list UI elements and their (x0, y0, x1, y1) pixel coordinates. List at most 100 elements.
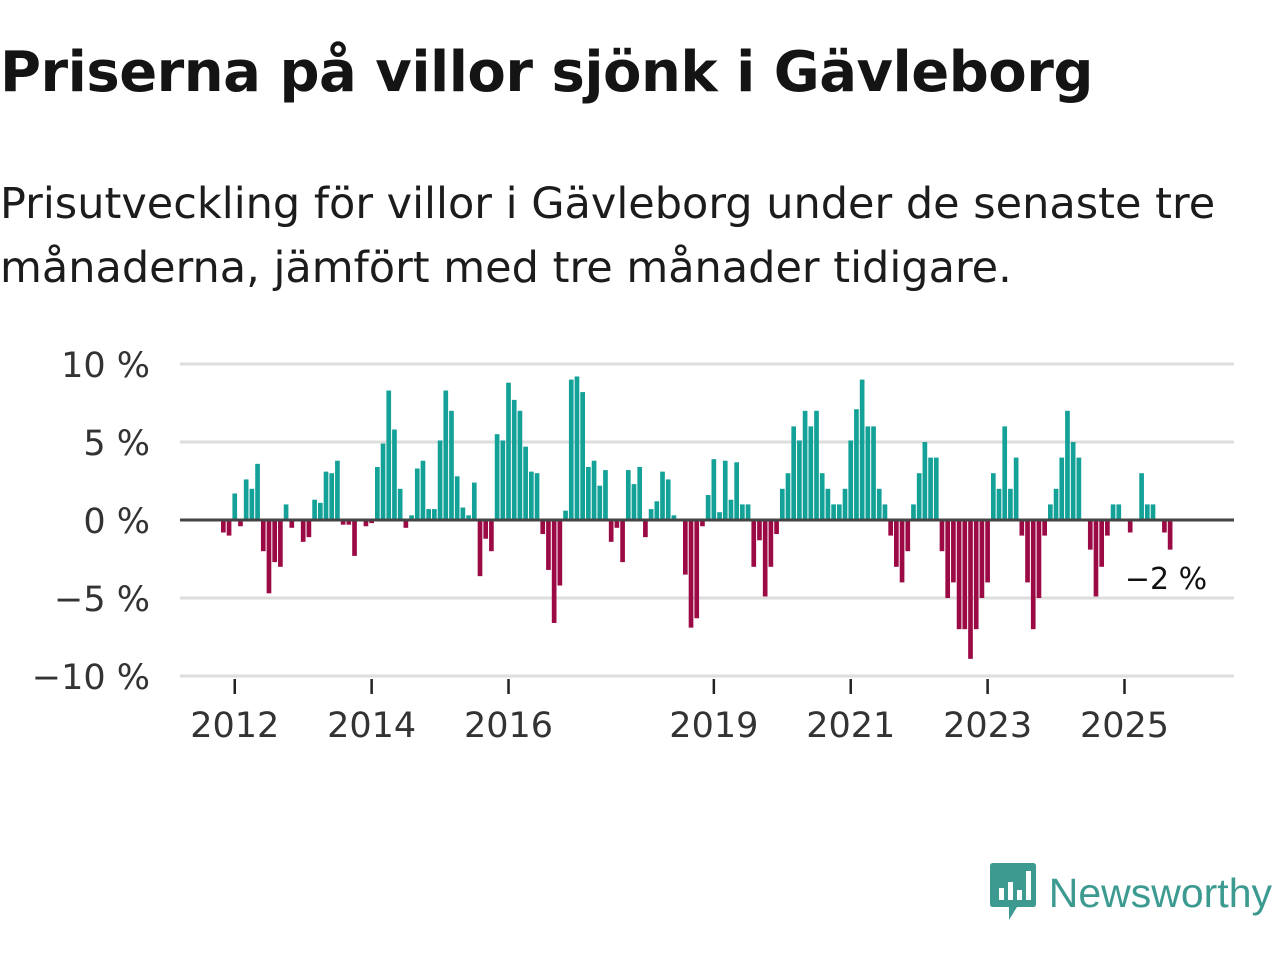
bar (306, 520, 312, 538)
bar (865, 426, 871, 520)
bar (540, 520, 546, 535)
bar (745, 504, 751, 520)
bar (506, 382, 511, 520)
bar (1099, 520, 1105, 567)
bar (933, 457, 939, 520)
bar (637, 466, 643, 520)
bar (369, 520, 374, 524)
bar (1105, 520, 1110, 536)
bar (329, 473, 335, 520)
bar (551, 520, 557, 623)
bar (1008, 488, 1013, 520)
bar (905, 520, 911, 552)
bar (528, 471, 534, 520)
bar (335, 460, 340, 520)
bar (660, 471, 665, 520)
x-tick-label: 2021 (806, 706, 895, 746)
bar (911, 504, 916, 520)
bar (226, 520, 232, 536)
bar (1144, 504, 1150, 520)
bar (414, 468, 420, 520)
bar (831, 504, 836, 520)
bar (397, 488, 403, 520)
bar (654, 501, 660, 520)
x-tick-label: 2014 (327, 706, 416, 746)
bar (1127, 520, 1133, 533)
bar (876, 488, 882, 520)
bar (797, 440, 802, 520)
bar (648, 509, 654, 520)
x-tick-label: 2025 (1080, 706, 1169, 746)
bar (272, 520, 278, 563)
bar (979, 520, 985, 598)
bar (1002, 426, 1008, 520)
bar (779, 488, 785, 520)
bar (249, 488, 255, 520)
bar (625, 470, 631, 520)
bar (871, 426, 876, 520)
bar (643, 520, 648, 538)
y-tick-label: −5 % (54, 580, 150, 620)
bar (757, 520, 762, 541)
bar (1042, 520, 1047, 536)
bar (243, 479, 249, 520)
bar (1030, 520, 1036, 630)
bar (728, 499, 734, 520)
last-value-annotation: −2 % (1125, 562, 1207, 597)
brand: Newsworthy (987, 862, 1272, 924)
chart-title: Priserna på villor sjönk i Gävleborg (0, 40, 1093, 105)
bar (568, 379, 574, 520)
bar (705, 495, 711, 520)
bar (700, 520, 705, 527)
bar (483, 520, 489, 539)
bar (454, 476, 460, 520)
bar (671, 515, 677, 520)
bar (409, 515, 414, 520)
bar (916, 473, 922, 520)
bar (1150, 504, 1156, 520)
bar (608, 520, 614, 542)
bar (762, 520, 768, 597)
bar (922, 442, 928, 520)
bar (426, 509, 432, 520)
bar (894, 520, 899, 567)
bar (734, 462, 739, 520)
bar (968, 520, 973, 659)
bar (352, 520, 357, 556)
bar (825, 488, 831, 520)
bar (460, 507, 466, 520)
bar (300, 520, 306, 542)
bar-chart: 10 % 5 % 0 % −5 % −10 % 2012 2014 2016 2019 2021… (32, 346, 1234, 746)
bar (597, 485, 603, 520)
bar (859, 379, 865, 520)
bar (951, 520, 956, 583)
bar (711, 459, 717, 520)
bar (990, 473, 996, 520)
bar (386, 390, 392, 520)
bar (375, 466, 380, 520)
bar (511, 399, 517, 520)
y-tick-label: 0 % (83, 502, 150, 542)
bar (694, 520, 700, 619)
bar (808, 426, 814, 520)
bar (221, 520, 226, 533)
bar (928, 457, 933, 520)
bar (962, 520, 968, 630)
bar (471, 482, 477, 520)
bar (380, 443, 386, 520)
bar (260, 520, 266, 552)
newsworthy-logo-icon (989, 863, 1036, 920)
bar (1053, 488, 1059, 520)
bar (312, 499, 317, 520)
bar (945, 520, 951, 598)
bar (494, 434, 500, 520)
bar (688, 520, 694, 628)
bar (740, 504, 745, 520)
bar (289, 520, 295, 528)
y-tick-label: −10 % (32, 658, 150, 698)
bar (232, 493, 238, 520)
bar (1036, 520, 1042, 598)
bar (278, 520, 283, 567)
bar (842, 488, 848, 520)
bar (722, 460, 728, 520)
